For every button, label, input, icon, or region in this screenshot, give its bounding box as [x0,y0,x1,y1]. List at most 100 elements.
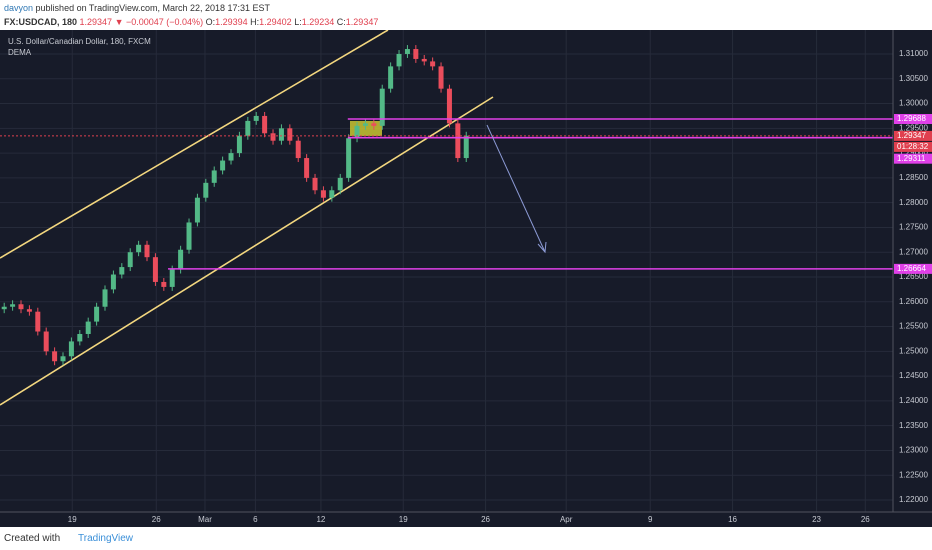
candle-body [253,115,259,121]
l-label: L: [294,17,302,27]
y-tick-label: 1.28500 [899,173,928,182]
candle-body [463,135,469,159]
candle-body [430,61,436,67]
c: 1.29347 [345,17,379,27]
candle-body [287,128,293,141]
candle-body [388,66,394,89]
candle-body [220,160,226,171]
price-tag [894,114,932,125]
h-label: H: [250,17,260,27]
y-tick-label: 1.25500 [899,322,928,331]
candle-body [186,222,192,250]
y-tick-label: 1.27500 [899,223,928,232]
y-tick-label: 1.28000 [899,198,928,207]
trend-line [0,96,494,406]
candle-body [438,66,444,89]
price-tag-label: 1.29347 [897,131,926,140]
candle-body [102,289,108,307]
arrow-head [537,241,547,254]
o: 1.29394 [215,17,248,27]
y-tick-label: 1.29000 [899,148,928,157]
created-with: Created with [4,533,61,544]
h: 1.29402 [259,17,292,27]
candle-body [127,252,133,268]
countdown-label: 01:28:32 [897,142,929,151]
price-tag [894,263,932,274]
candle-body [346,138,352,178]
x-tick-label: 19 [68,515,77,524]
y-tick-label: 1.27000 [899,247,928,256]
y-tick-label: 1.22500 [899,470,928,479]
candle-body [169,269,175,287]
symbol: FX:USDCAD, 180 [4,17,78,27]
candle-body [278,128,284,141]
price-tag-label: 1.26664 [897,264,926,273]
candle-body [455,123,461,159]
x-tick-label: 26 [861,515,870,524]
x-tick-label: Apr [560,515,573,524]
candle-body [18,304,24,310]
y-tick-label: 1.30000 [899,99,928,108]
y-tick-label: 1.26000 [899,297,928,306]
candle-body [413,49,419,59]
candle-body [52,351,58,362]
candle-body [10,304,16,307]
candle-body [152,257,158,282]
c-label: C: [336,17,346,27]
candle-body [270,133,276,141]
l: 1.29234 [301,17,335,27]
header-line: davyon published on TradingView.com, Mar… [4,3,270,13]
candle-body [404,49,410,54]
x-tick-label: 12 [316,515,325,524]
candle-body [421,58,427,62]
y-tick-label: 1.24500 [899,371,928,380]
candle-body [354,125,360,139]
y-tick-label: 1.29500 [899,123,928,132]
candle-body [379,88,385,126]
candle-body [320,190,326,198]
candle-body [136,244,142,253]
candle-body [295,140,301,159]
price-tag [894,153,932,164]
candles [1,45,469,366]
candle-body [161,281,167,287]
legend-indicator: DEMA [8,48,32,57]
y-tick-label: 1.23000 [899,446,928,455]
price-tag-label: 1.29688 [897,114,926,123]
o-label: O: [205,17,216,27]
chart-bg [0,30,932,527]
candle-body [312,177,318,191]
y-tick-label: 1.26500 [899,272,928,281]
last: 1.29347 [79,17,113,27]
y-tick-label: 1.22000 [899,495,928,504]
candle-body [337,177,343,191]
levels [0,118,893,270]
y-tick-label: 1.31000 [899,49,928,58]
legend-title: U.S. Dollar/Canadian Dollar, 180, FXCM [8,37,151,46]
quote-line: FX:USDCAD, 180 1.29347 ▼ −0.00047 (−0.04… [4,17,378,27]
header: davyon published on TradingView.com, Mar… [0,0,932,30]
candle-body [228,153,234,161]
brand[interactable]: TradingView [78,533,134,544]
candle-body [304,158,310,178]
author[interactable]: davyon [4,3,34,13]
y-tick-label: 1.23500 [899,421,928,430]
y-tick-label: 1.24000 [899,396,928,405]
x-tick-label: 26 [481,515,490,524]
trend-line [0,30,389,259]
axes: 1.22000 1.22500 1.23000 1.23500 1.24000 1.245… [68,49,932,524]
x-tick-label: 6 [253,515,258,524]
candle-body [362,123,368,126]
footer: Created with TradingView [0,527,932,550]
candle-body [35,311,41,332]
y-tick-label: 1.25000 [899,346,928,355]
change: ▼ −0.00047 (−0.04%) [114,17,204,27]
candle-body [144,244,150,258]
candle-body [60,356,66,362]
candle-body [396,53,402,67]
chart: 1.22000 1.22500 1.23000 1.23500 1.24000 1.245… [0,30,932,527]
publish-info: published on TradingView.com, March 22, … [35,3,271,13]
candle-body [68,341,74,357]
candle-body [119,267,125,275]
